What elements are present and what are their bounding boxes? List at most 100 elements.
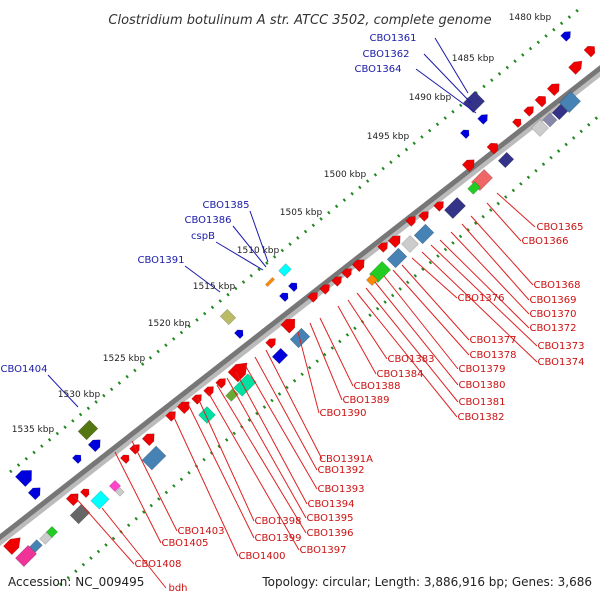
gene-feature <box>3 537 21 555</box>
gene-label[interactable]: CBO1377 <box>470 335 517 346</box>
gene-label[interactable]: CBO1369 <box>530 295 577 306</box>
gene-box <box>531 119 549 137</box>
kbp-tick-label: 1535 kbp <box>12 425 55 435</box>
gene-label[interactable]: cspB <box>191 231 215 242</box>
kbp-tick-label: 1480 kbp <box>509 13 552 23</box>
gene-feature <box>198 406 216 424</box>
gene-feature <box>365 273 379 287</box>
leader-line <box>249 210 269 263</box>
kbp-tick-label: 1495 kbp <box>367 132 410 142</box>
gene-feature <box>119 454 130 465</box>
gene-label[interactable]: CBO1405 <box>162 538 209 549</box>
gene-label[interactable]: CBO1366 <box>522 236 569 247</box>
gene-feature <box>233 329 244 340</box>
gene-label[interactable]: CBO1393 <box>318 484 365 495</box>
gene-arrow <box>79 488 90 499</box>
gene-feature <box>511 118 522 129</box>
gene-feature <box>69 503 91 525</box>
gene-box <box>90 490 110 510</box>
gene-label[interactable]: CBO1400 <box>239 551 286 562</box>
gene-box <box>413 223 435 245</box>
gene-label[interactable]: CBO1403 <box>178 526 225 537</box>
gene-label[interactable]: CBO1392 <box>318 465 365 476</box>
gene-box <box>265 277 275 287</box>
gene-label[interactable]: CBO1368 <box>534 280 581 291</box>
gene-label[interactable]: CBO1399 <box>255 533 302 544</box>
gene-feature <box>271 347 289 365</box>
gene-label[interactable]: CBO1376 <box>458 293 505 304</box>
leader-line <box>309 322 343 401</box>
gene-label[interactable]: CBO1398 <box>255 516 302 527</box>
gene-feature <box>287 282 298 293</box>
kbp-tick-label: 1520 kbp <box>148 319 191 329</box>
outer-dotted-scale <box>9 8 579 474</box>
gene-label[interactable]: CBO1384 <box>377 369 424 380</box>
leader-line <box>415 68 477 114</box>
gene-label[interactable]: CBO1395 <box>307 513 354 524</box>
gene-arrow <box>351 259 365 273</box>
gene-label[interactable]: CBO1370 <box>530 309 577 320</box>
gene-feature <box>463 91 485 113</box>
gene-feature <box>351 259 365 273</box>
leader-line <box>439 239 530 329</box>
gene-label[interactable]: CBO1408 <box>135 559 182 570</box>
gene-label[interactable]: CBO1404 <box>1 364 48 375</box>
gene-label[interactable]: CBO1362 <box>363 49 410 60</box>
backbone-group <box>0 8 600 587</box>
gene-label[interactable]: CBO1391A <box>319 454 373 465</box>
gene-label[interactable]: CBO1390 <box>320 408 367 419</box>
gene-feature <box>377 242 388 253</box>
gene-label[interactable]: CBO1365 <box>537 222 584 233</box>
genome-backbone <box>0 65 600 541</box>
gene-label[interactable]: CBO1361 <box>370 33 417 44</box>
leader-line <box>101 507 167 589</box>
gene-label[interactable]: CBO1397 <box>300 545 347 556</box>
gene-label[interactable]: CBO1364 <box>355 64 402 75</box>
gene-feature <box>141 445 167 471</box>
gene-arrow <box>191 394 202 405</box>
gene-label[interactable]: CBO1382 <box>458 412 505 423</box>
gene-arrow <box>280 318 296 334</box>
gene-label[interactable]: CBO1389 <box>343 395 390 406</box>
gene-label[interactable]: bdh <box>168 583 187 594</box>
gene-feature <box>307 292 318 303</box>
kbp-tick-label: 1510 kbp <box>237 246 280 256</box>
gene-label[interactable]: CBO1378 <box>470 350 517 361</box>
gene-label[interactable]: CBO1374 <box>538 357 585 368</box>
gene-feature <box>461 159 475 173</box>
leader-line <box>496 192 536 228</box>
gene-feature <box>568 60 583 75</box>
gene-feature <box>191 394 202 405</box>
leader-line <box>244 364 318 490</box>
gene-label[interactable]: CBO1396 <box>307 528 354 539</box>
gene-arrow <box>141 433 155 447</box>
leader-line <box>434 37 469 94</box>
gene-arrow <box>418 211 429 222</box>
gene-label[interactable]: CBO1372 <box>530 323 577 334</box>
gene-label[interactable]: CBO1394 <box>308 499 355 510</box>
gene-label[interactable]: CBO1386 <box>185 215 232 226</box>
gene-feature <box>115 487 125 497</box>
leader-line <box>215 241 264 271</box>
gene-label[interactable]: CBO1385 <box>203 200 250 211</box>
gene-label[interactable]: CBO1383 <box>388 354 435 365</box>
gene-label[interactable]: CBO1391 <box>138 255 185 266</box>
gene-feature <box>405 216 416 227</box>
leader-line <box>254 356 318 471</box>
leader-lines <box>47 37 538 589</box>
gene-arrow <box>568 60 583 75</box>
gene-label[interactable]: CBO1388 <box>354 381 401 392</box>
leader-line <box>235 371 308 505</box>
accession-text: Accession: NC_009495 <box>8 575 144 589</box>
leader-line <box>470 215 534 286</box>
leader-line <box>131 440 178 532</box>
feature-group <box>3 31 596 567</box>
gene-label[interactable]: CBO1373 <box>538 341 585 352</box>
gene-feature <box>71 454 82 465</box>
gene-label[interactable]: CBO1381 <box>459 397 506 408</box>
leader-line <box>421 251 538 363</box>
kbp-tick-label: 1525 kbp <box>103 354 146 364</box>
gene-label[interactable]: CBO1379 <box>459 364 506 375</box>
gene-label[interactable]: CBO1380 <box>459 380 506 391</box>
leader-line <box>184 265 221 293</box>
